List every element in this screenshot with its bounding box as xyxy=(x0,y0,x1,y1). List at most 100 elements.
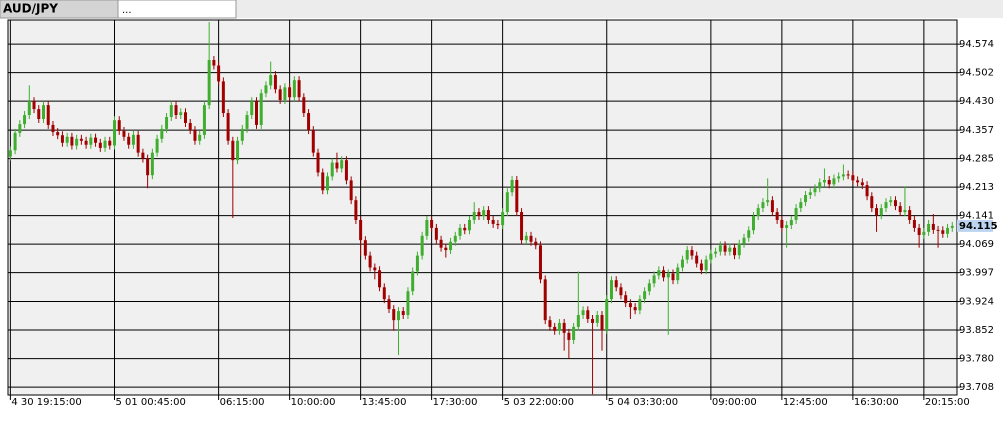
candle-body xyxy=(548,320,552,327)
candle-body xyxy=(851,175,855,181)
candle-body xyxy=(392,309,396,321)
candle-body xyxy=(515,179,519,213)
candle-body xyxy=(591,318,595,323)
last-price-box xyxy=(957,219,993,232)
candle-body xyxy=(207,59,211,106)
candle-body xyxy=(804,195,808,203)
y-tick-label: 94.357 xyxy=(959,125,994,136)
candle-body xyxy=(600,315,604,331)
candle-body xyxy=(534,241,538,246)
candle-body xyxy=(420,235,424,256)
candle-body xyxy=(576,315,580,327)
candle-body xyxy=(501,212,505,226)
candle-body xyxy=(572,326,576,340)
candle-body xyxy=(477,212,481,217)
candle-body xyxy=(832,178,836,185)
candle-body xyxy=(747,230,751,238)
candle-body xyxy=(770,200,774,213)
candle-body xyxy=(316,152,320,173)
candle-body xyxy=(657,270,661,276)
candle-body xyxy=(155,138,159,153)
candle-body xyxy=(202,105,206,135)
candle-body xyxy=(406,291,410,316)
candle-body xyxy=(884,202,888,209)
candle-body xyxy=(898,206,902,213)
candle-body xyxy=(510,179,514,193)
candle-body xyxy=(363,240,367,256)
candle-body xyxy=(766,200,770,203)
candle-body xyxy=(666,273,670,278)
candle-body xyxy=(302,97,306,114)
candle-body xyxy=(382,287,386,300)
candle-body xyxy=(647,283,651,292)
candle-body xyxy=(321,172,325,191)
candle-body xyxy=(908,210,912,220)
x-tick-label: 12:45:00 xyxy=(783,397,828,408)
candle-body xyxy=(141,152,145,159)
candle-body xyxy=(325,176,329,191)
candle-body xyxy=(254,101,258,125)
candle-body xyxy=(13,132,17,151)
x-tick-label: 5 01 00:45:00 xyxy=(115,397,185,408)
candle-body xyxy=(264,85,268,94)
candle-body xyxy=(718,245,722,252)
candle-body xyxy=(112,120,116,146)
candle-body xyxy=(373,267,377,271)
y-tick-label: 94.141 xyxy=(959,211,994,222)
candle-body xyxy=(860,182,864,186)
candle-body xyxy=(628,303,632,308)
candle-body xyxy=(785,225,789,228)
y-tick-label: 94.285 xyxy=(959,154,994,165)
candle-body xyxy=(292,80,296,98)
candle-body xyxy=(193,130,197,141)
candle-body xyxy=(127,136,131,145)
candle-body xyxy=(581,310,585,316)
candle-body xyxy=(75,138,79,146)
candle-body xyxy=(453,235,457,242)
tab[interactable] xyxy=(117,0,237,19)
candle-body xyxy=(482,210,486,217)
candle-body xyxy=(619,287,623,296)
candle-body xyxy=(922,231,926,236)
candle-body xyxy=(136,134,140,153)
y-tick-label: 93.780 xyxy=(959,354,994,365)
candle-body xyxy=(557,322,561,331)
candle-body xyxy=(288,87,292,98)
candle-body xyxy=(775,212,779,220)
candle-body xyxy=(751,216,755,231)
candle-body xyxy=(538,245,542,280)
candle-body xyxy=(723,245,727,252)
y-tick-label: 94.430 xyxy=(959,96,994,107)
last-price-label: 94.115 xyxy=(959,221,998,232)
x-tick-label: 09:00:00 xyxy=(712,397,757,408)
candle-body xyxy=(841,174,845,177)
candle-body xyxy=(486,210,490,220)
candle-body xyxy=(340,160,344,169)
candle-body xyxy=(212,59,216,66)
x-tick-label: 4 30 19:15:00 xyxy=(11,397,81,408)
candle-body xyxy=(662,270,666,278)
candle-body xyxy=(396,311,400,321)
candle-body xyxy=(927,223,931,232)
candle-body xyxy=(349,180,353,201)
candle-body xyxy=(98,142,102,148)
candle-body xyxy=(889,200,893,203)
x-tick-label: 20:15:00 xyxy=(925,397,970,408)
candle-body xyxy=(444,247,448,251)
candle-body xyxy=(714,251,718,254)
candle-body xyxy=(553,326,557,331)
tab-label: ... xyxy=(122,5,132,16)
candle-body xyxy=(680,259,684,268)
y-tick-label: 93.997 xyxy=(959,268,994,279)
candle-body xyxy=(179,112,183,116)
candle-body xyxy=(283,87,287,100)
candle-body xyxy=(467,219,471,231)
candle-body xyxy=(737,243,741,256)
candle-body xyxy=(84,140,88,145)
candle-body xyxy=(103,140,107,148)
candle-body xyxy=(89,137,93,145)
candle-body xyxy=(463,227,467,231)
candle-body xyxy=(794,208,798,220)
candle-body xyxy=(401,311,405,316)
x-tick-label: 5 03 22:00:00 xyxy=(504,397,574,408)
